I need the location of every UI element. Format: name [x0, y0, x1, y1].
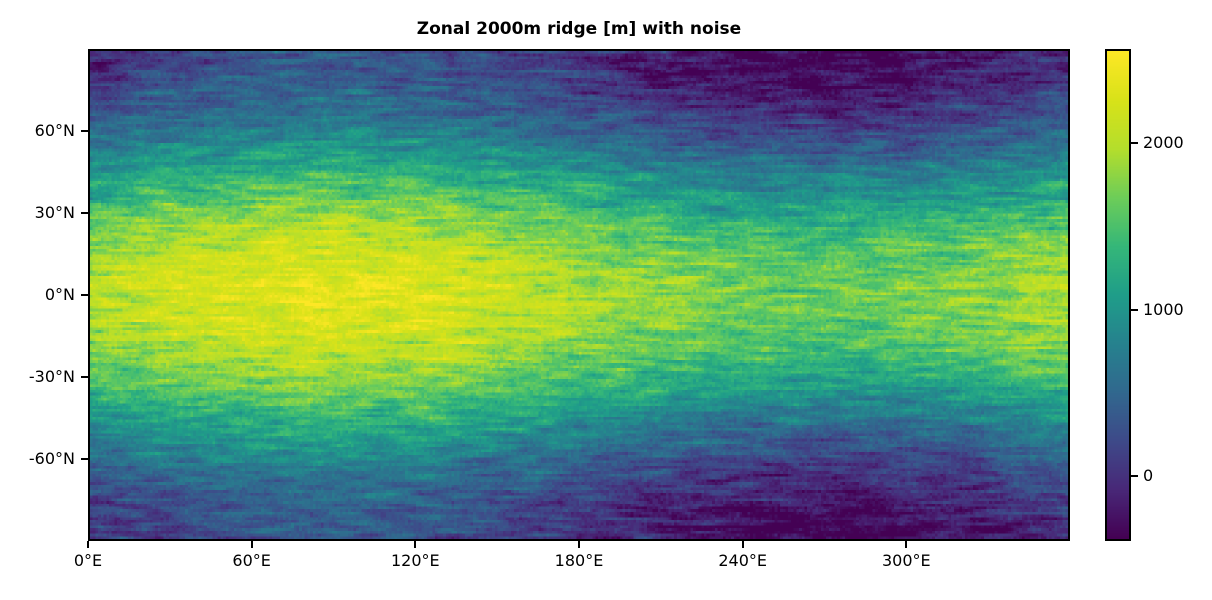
plot-area: [88, 49, 1070, 541]
x-tick: [741, 541, 744, 548]
y-tick: [81, 458, 88, 460]
y-tick-label: 0°N: [44, 285, 75, 304]
x-tick-label: 0°E: [73, 551, 103, 570]
x-tick: [905, 541, 908, 548]
colorbar-gradient: [1107, 51, 1129, 539]
x-tick-label: 120°E: [391, 551, 440, 570]
x-tick-label: 60°E: [232, 551, 271, 570]
x-tick: [578, 541, 580, 548]
colorbar-tick-label: 1000: [1143, 299, 1184, 319]
y-tick-label: -30°N: [28, 367, 75, 386]
chart-title: Zonal 2000m ridge [m] with noise: [416, 19, 742, 39]
colorbar-tick: [1131, 308, 1138, 311]
x-tick-label: 240°E: [718, 551, 767, 570]
colorbar-tick: [1131, 142, 1138, 145]
y-tick-label: 30°N: [34, 203, 75, 222]
colorbar-tick-label: 0: [1143, 466, 1154, 486]
x-tick-label: 300°E: [882, 551, 931, 570]
y-tick: [81, 130, 88, 132]
x-tick-label: 180°E: [554, 551, 604, 570]
x-tick: [250, 541, 253, 548]
colorbar-tick: [1131, 475, 1138, 478]
y-tick-label: 60°N: [34, 121, 75, 140]
y-tick-label: -60°N: [28, 449, 75, 468]
y-tick: [81, 212, 88, 214]
y-tick: [81, 376, 88, 378]
y-tick: [81, 294, 88, 296]
x-tick: [414, 541, 417, 548]
colorbar-tick-label: 2000: [1143, 133, 1184, 153]
x-tick: [87, 541, 89, 548]
colorbar: [1105, 49, 1131, 541]
heatmap-image: [90, 51, 1068, 539]
